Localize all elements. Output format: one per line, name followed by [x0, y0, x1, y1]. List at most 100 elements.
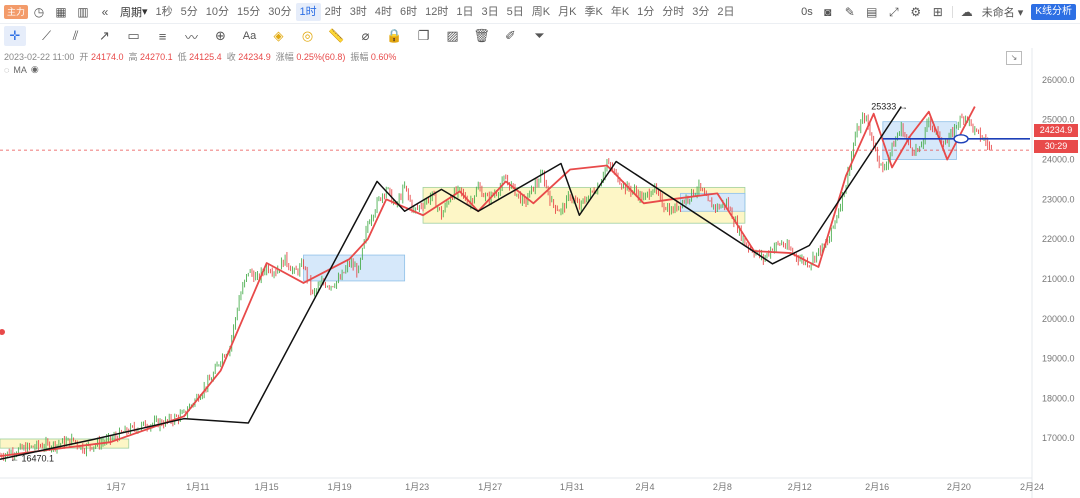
- line-handle: [953, 134, 969, 144]
- top-right-controls: 0s ◙ ✎ ▤ ⤢ ⚙ ⊞ ☁ 未命名 ▾ K线分析: [797, 0, 1076, 24]
- timeframe-button[interactable]: 6时: [400, 5, 418, 18]
- timeframe-button[interactable]: 季K: [584, 5, 603, 18]
- y-tick-label: 22000.0: [1042, 234, 1075, 244]
- bell-icon[interactable]: ◌: [4, 64, 10, 75]
- ray-icon[interactable]: ↗: [99, 28, 110, 43]
- chart-settings-icon[interactable]: ↘: [1006, 51, 1022, 65]
- gann-icon[interactable]: ◎: [301, 28, 314, 43]
- layout-icon[interactable]: ▥: [77, 4, 89, 19]
- fibonacci-icon[interactable]: ≡: [158, 28, 167, 44]
- x-tick-label: 2月20: [947, 482, 971, 492]
- period-label: 周期: [120, 6, 143, 19]
- y-tick-label: 21000.0: [1042, 274, 1075, 284]
- timeframe-button[interactable]: 月K: [558, 5, 577, 18]
- layout-name[interactable]: 未命名 ▾: [981, 7, 1024, 19]
- drawing-toolbar: ✛ ⟋ ⫽ ↗ ▭ ≡ 〰 ⊕ Aa ◈ ◎ 📏 ⌀ 🔒 ❐ ▨ 🗑 ✐ ⏷: [0, 24, 1080, 48]
- timeframe-button[interactable]: 1日: [456, 5, 474, 18]
- pattern-icon[interactable]: ◈: [273, 28, 284, 43]
- timeframe-button[interactable]: 分时: [662, 5, 685, 18]
- y-tick-label: 19000.0: [1042, 354, 1075, 364]
- copy-icon[interactable]: ❐: [417, 28, 430, 43]
- parallel-channel-icon[interactable]: ⫽: [72, 28, 79, 43]
- price-chart[interactable]: 26000.0 25000.0 24000.0 23000.0 22000.0 21000…: [0, 48, 1080, 498]
- x-tick-label: 1月31: [560, 482, 584, 492]
- measure-icon[interactable]: ⊕: [215, 28, 226, 43]
- text-tool-icon[interactable]: Aa: [242, 30, 257, 42]
- x-tick-label: 1月23: [405, 482, 429, 492]
- y-tick-label: 18000.0: [1042, 393, 1075, 403]
- timeframe-button[interactable]: 5日: [506, 5, 524, 18]
- countdown-label: 0s: [801, 6, 813, 18]
- eye-icon[interactable]: ◉: [30, 64, 39, 74]
- timeframe-button[interactable]: 4时: [374, 5, 393, 18]
- timeframe-button[interactable]: 3时: [349, 5, 367, 18]
- rectangle-icon[interactable]: ▭: [127, 28, 140, 43]
- wave-icon[interactable]: 〰: [184, 29, 198, 45]
- k-analysis-button[interactable]: K线分析: [1031, 4, 1076, 20]
- period-selector[interactable]: 周期 ▾: [116, 0, 152, 24]
- timeframe-button[interactable]: 1时: [295, 2, 321, 21]
- price-axis[interactable]: 26000.0 25000.0 24000.0 23000.0 22000.0 21000…: [1031, 48, 1075, 498]
- timeframe-button[interactable]: 30分: [268, 5, 292, 18]
- ruler-icon[interactable]: 📏: [328, 28, 345, 43]
- double-chevron-left-icon[interactable]: «: [101, 4, 109, 19]
- trendline-icon[interactable]: ⟋: [41, 28, 52, 43]
- magnet-icon[interactable]: ⌀: [361, 28, 370, 43]
- image-icon[interactable]: ▨: [446, 28, 459, 43]
- high-label: 高: [128, 52, 138, 62]
- filter-icon[interactable]: ⏷: [534, 28, 545, 43]
- timeframe-button[interactable]: 12时: [425, 5, 449, 18]
- x-tick-label: 1月7: [107, 482, 126, 492]
- timeframe-list: 1秒 5分 10分 15分 30分 1时 2时 3时 4时 6时 12时 1日 3日 5日 周K 月K 季K 年K…: [152, 2, 739, 21]
- y-tick-label: 26000.0: [1042, 75, 1075, 85]
- timeframe-button[interactable]: 3日: [481, 5, 499, 18]
- camera-icon[interactable]: ◙: [824, 5, 832, 19]
- low-label: 低: [177, 52, 187, 62]
- timeframe-button[interactable]: 年K: [610, 5, 630, 18]
- gear-icon[interactable]: ⚙: [910, 5, 922, 19]
- ohlc-readout: 2023-02-22 11:00 开 24174.0 高 24270.1 低 2…: [4, 50, 396, 63]
- horizontal-line[interactable]: [0, 134, 1030, 151]
- red-zigzag[interactable]: [0, 106, 976, 457]
- x-tick-label: 2月4: [635, 482, 654, 492]
- timeframe-button[interactable]: 1分: [637, 5, 655, 18]
- extreme-markers: 25333 → ← 16470.1: [0, 101, 908, 463]
- x-tick-label: 1月27: [478, 482, 502, 492]
- edit-icon[interactable]: ✎: [844, 5, 855, 19]
- trash-icon[interactable]: 🗑: [473, 28, 490, 43]
- fullscreen-icon[interactable]: ⤢: [888, 4, 899, 19]
- y-tick-label: 24000.0: [1042, 155, 1075, 165]
- timeframe-button[interactable]: 5分: [180, 5, 198, 18]
- black-zigzag[interactable]: [0, 106, 902, 461]
- timeframe-button[interactable]: 周K: [531, 5, 551, 18]
- calendar-icon[interactable]: ▦: [55, 4, 67, 19]
- main-force-badge[interactable]: 主力: [4, 4, 29, 19]
- low-marker-label: ← 16470.1: [10, 453, 54, 463]
- high-value: 24270.1: [140, 52, 173, 62]
- low-value: 24125.4: [189, 52, 222, 62]
- timeframe-button[interactable]: 10分: [205, 5, 230, 18]
- timeframe-button[interactable]: 1秒: [155, 5, 173, 18]
- lock-icon[interactable]: 🔒: [386, 28, 403, 43]
- red-zigzag-line: [0, 106, 976, 457]
- close-label: 收: [226, 52, 236, 62]
- y-tick-label: 20000.0: [1042, 314, 1075, 324]
- timeframe-button[interactable]: 15分: [237, 5, 261, 18]
- brush-icon[interactable]: ✐: [505, 28, 516, 43]
- crosshair-icon[interactable]: ✛: [4, 26, 26, 46]
- ohlc-date: 2023-02-22 11:00: [4, 52, 75, 62]
- y-tick-label: 23000.0: [1042, 194, 1075, 204]
- layers-icon[interactable]: ⊞: [932, 5, 943, 19]
- layout-name-text: 未命名: [981, 7, 1015, 19]
- consolidation-boxes[interactable]: [0, 121, 957, 449]
- time-axis[interactable]: 1月7 1月11 1月15 1月19 1月23 1月27 1月31 2月4 2月8 2月12 2月1…: [0, 477, 1044, 492]
- top-toolbar: 主力 ◷ ▦ ▥ « 周期 ▾ 1秒 5分 10分 15分 30分 1时 2时 3时 4时 6时 12…: [0, 0, 1080, 24]
- clock-icon[interactable]: ◷: [33, 4, 45, 19]
- timeframe-button[interactable]: 3分: [692, 5, 710, 18]
- timeframe-button[interactable]: 2时: [324, 5, 342, 18]
- ma-label[interactable]: MA: [13, 64, 27, 75]
- cloud-icon[interactable]: ☁: [960, 5, 973, 19]
- countdown-timer-tag: 30:29: [1034, 140, 1078, 153]
- timeframe-button[interactable]: 2日: [717, 5, 735, 18]
- chart-type-icon[interactable]: ▤: [866, 5, 878, 19]
